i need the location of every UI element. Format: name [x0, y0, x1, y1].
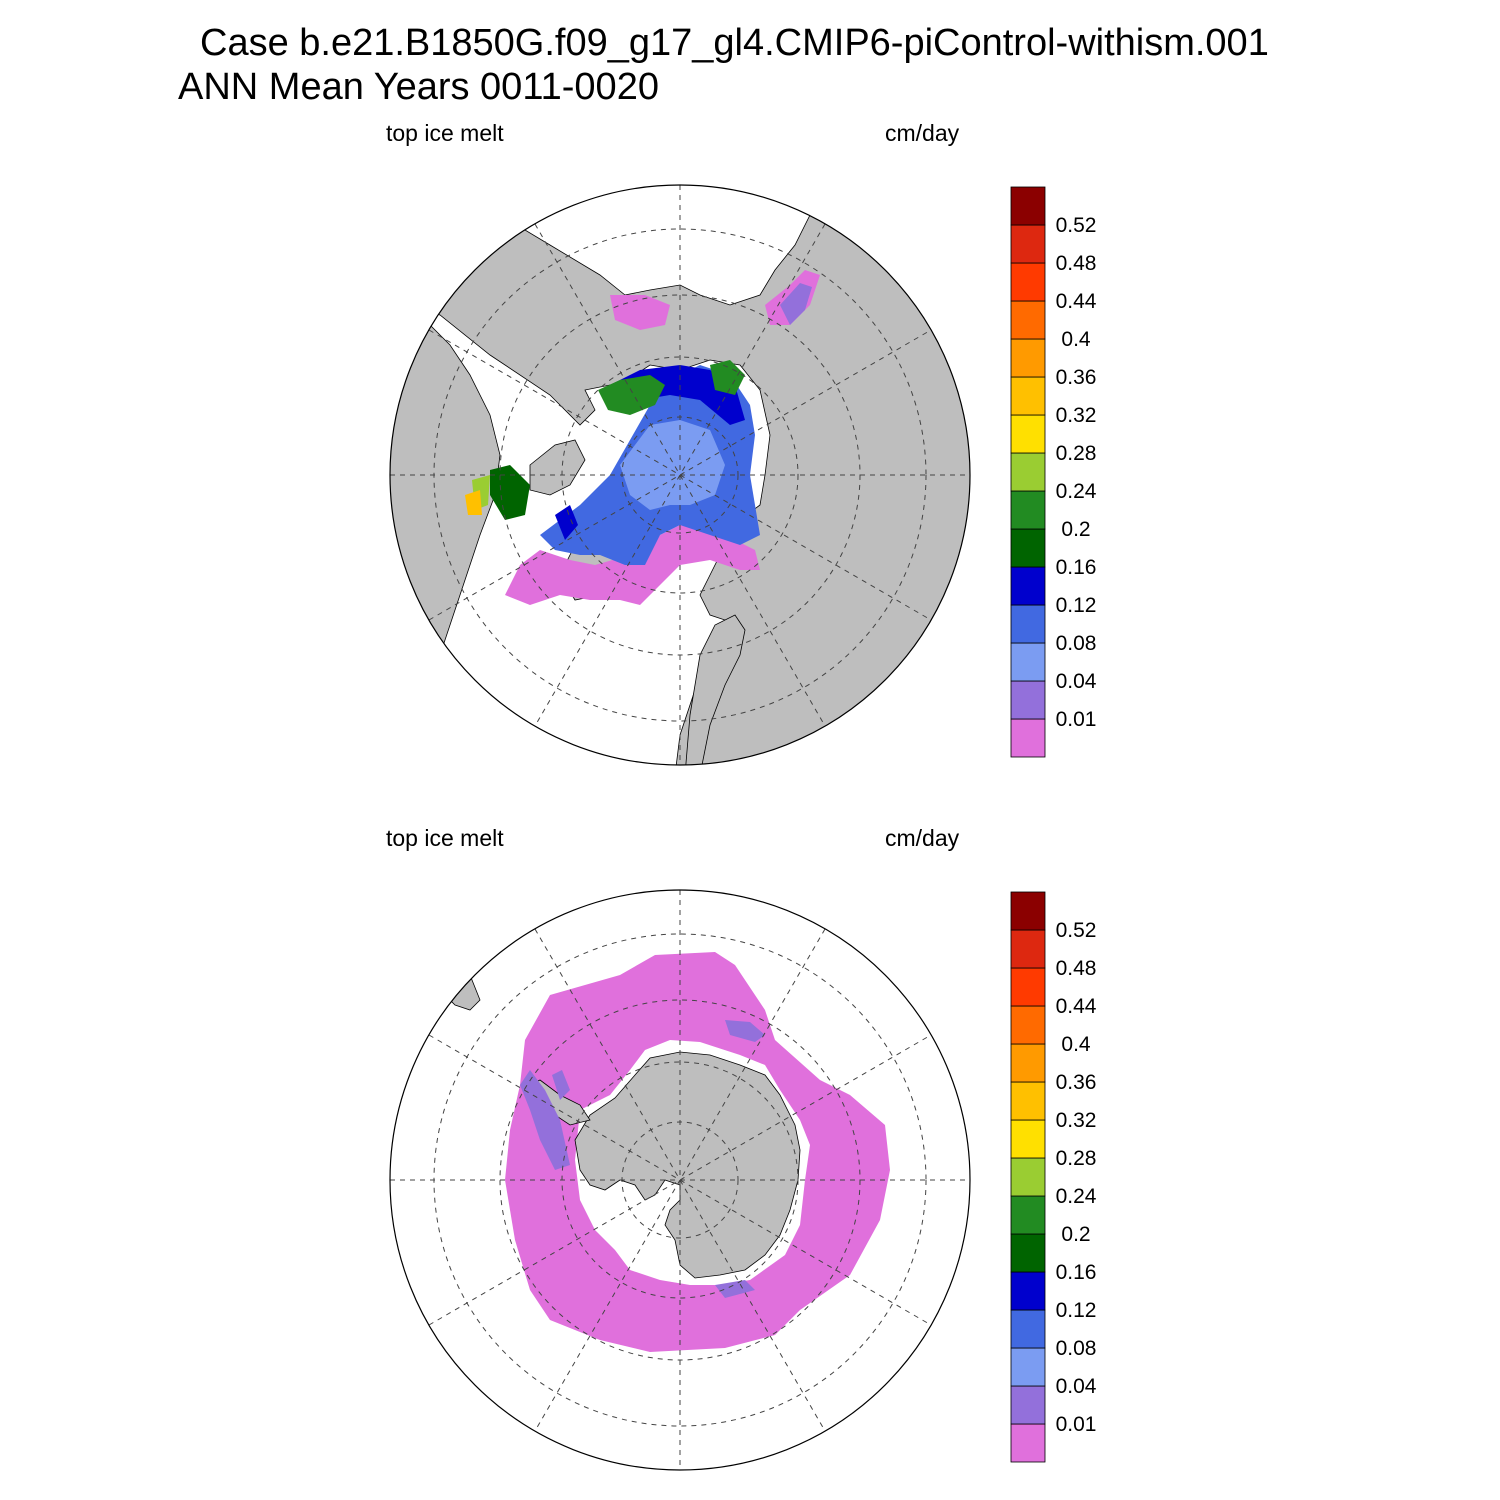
colorbar-swatch	[1010, 566, 1046, 606]
colorbar-tick-label: 0.48	[1056, 957, 1097, 980]
colorbar-swatch	[1010, 1005, 1046, 1045]
colorbar-tick-label: 0.52	[1056, 214, 1097, 237]
colorbar-swatch	[1010, 1385, 1046, 1425]
colorbar-tick-label: 0.2	[1061, 518, 1090, 541]
map-boundary	[389, 184, 971, 766]
colorbar-swatch	[1010, 338, 1046, 378]
colorbar-swatch	[1010, 967, 1046, 1007]
colorbar-swatch	[1010, 1309, 1046, 1349]
ice-melt-level-0.04-east	[715, 1280, 755, 1298]
colorbar-tick-label: 0.44	[1056, 995, 1097, 1018]
colorbar-tick-label: 0.08	[1056, 632, 1097, 655]
ice-melt-level-0.16-baffin	[555, 505, 578, 540]
ice-melt-level-0.16-east-siberian	[598, 375, 665, 415]
panel-north: top ice melt cm/day	[0, 0, 1500, 766]
colorbar-tick-label: 0.32	[1056, 404, 1097, 427]
units-label: cm/day	[885, 825, 960, 851]
colorbar-tick-label: 0.08	[1056, 1337, 1097, 1360]
colorbar-swatch	[1010, 414, 1046, 454]
graticule	[390, 185, 970, 765]
colorbar-tick-label: 0.52	[1056, 919, 1097, 942]
colorbar-tick-label: 0.01	[1056, 708, 1097, 731]
colorbar-tick-label: 0.4	[1061, 1033, 1091, 1056]
colorbar: 0.01 0.04 0.08 0.12 0.16 0.2 0.24 0.28 0.32 0.36 0…	[1010, 186, 1097, 758]
colorbar-swatch	[1010, 1195, 1046, 1235]
colorbar-swatch	[1010, 1081, 1046, 1121]
colorbar-tick-label: 0.36	[1056, 366, 1097, 389]
colorbar-swatch	[1010, 1157, 1046, 1197]
colorbar-swatch	[1010, 642, 1046, 682]
colorbar-swatch	[1010, 1423, 1046, 1463]
colorbar-swatch	[1010, 490, 1046, 530]
colorbar-tick-label: 0.01	[1056, 1413, 1097, 1436]
figure-title-case: Case b.e21.B1850G.f09_g17_gl4.CMIP6-piCo…	[200, 22, 1269, 64]
ice-melt-level-0.04-ross	[725, 1020, 765, 1042]
colorbar-tick-label: 0.44	[1056, 290, 1097, 313]
colorbar-swatch	[1010, 1233, 1046, 1273]
colorbar-tick-label: 0.04	[1056, 670, 1097, 693]
variable-label: top ice melt	[386, 825, 504, 851]
colorbar-tick-label: 0.24	[1056, 480, 1097, 503]
panel-south: top ice melt cm/day	[0, 705, 1500, 1471]
colorbar-swatch	[1010, 929, 1046, 969]
colorbar-swatch	[1010, 718, 1046, 758]
arctic-map	[389, 184, 971, 766]
colorbar-swatch	[1010, 528, 1046, 568]
ice-melt-level-0.04-weddell	[520, 1070, 570, 1170]
colorbar: 0.01 0.04 0.08 0.12 0.16 0.2 0.24 0.28 0.32 0.36 0…	[1010, 891, 1097, 1463]
colorbar-swatch	[1010, 1271, 1046, 1311]
ice-melt-level-0.32-hudson	[465, 490, 482, 515]
antarctic-map	[389, 889, 971, 1471]
colorbar-tick-label: 0.4	[1061, 328, 1091, 351]
graticule	[390, 890, 970, 1470]
colorbar-tick-label: 0.28	[1056, 1147, 1097, 1170]
colorbar-tick-label: 0.16	[1056, 556, 1097, 579]
colorbar-tick-label: 0.12	[1056, 1299, 1097, 1322]
colorbar-tick-label: 0.36	[1056, 1071, 1097, 1094]
colorbar-swatch	[1010, 300, 1046, 340]
land-antarctica	[574, 1051, 801, 1279]
variable-label: top ice melt	[386, 120, 504, 146]
colorbar-tick-label: 0.12	[1056, 594, 1097, 617]
colorbar-swatch	[1010, 224, 1046, 264]
colorbar-tick-label: 0.24	[1056, 1185, 1097, 1208]
colorbar-tick-label: 0.16	[1056, 1261, 1097, 1284]
map-boundary	[389, 889, 971, 1471]
ice-melt-level-0.04	[780, 283, 812, 325]
colorbar-swatch	[1010, 1119, 1046, 1159]
colorbar-tick-label: 0.04	[1056, 1375, 1097, 1398]
land-scandinavia	[684, 614, 746, 765]
colorbar-swatch	[1010, 262, 1046, 302]
colorbar-swatch	[1010, 891, 1046, 931]
colorbar-swatch	[1010, 186, 1046, 226]
colorbar-tick-label: 0.32	[1056, 1109, 1097, 1132]
colorbar-swatch	[1010, 1043, 1046, 1083]
ice-melt-level-0.01	[505, 952, 890, 1352]
colorbar-swatch	[1010, 376, 1046, 416]
colorbar-tick-label: 0.2	[1061, 1223, 1090, 1246]
colorbar-tick-label: 0.48	[1056, 252, 1097, 275]
ice-melt-level-0.04-weddell-north	[552, 1070, 570, 1100]
colorbar-swatch	[1010, 452, 1046, 492]
colorbar-swatch	[1010, 1347, 1046, 1387]
colorbar-swatch	[1010, 604, 1046, 644]
colorbar-swatch	[1010, 680, 1046, 720]
figure-title-period: ANN Mean Years 0011-0020	[178, 66, 659, 108]
land-canadian-archipelago	[529, 439, 586, 496]
colorbar-tick-label: 0.28	[1056, 442, 1097, 465]
land-south-america	[390, 890, 481, 1011]
ice-melt-level-0.16-laptev	[710, 360, 745, 395]
units-label: cm/day	[885, 120, 960, 146]
